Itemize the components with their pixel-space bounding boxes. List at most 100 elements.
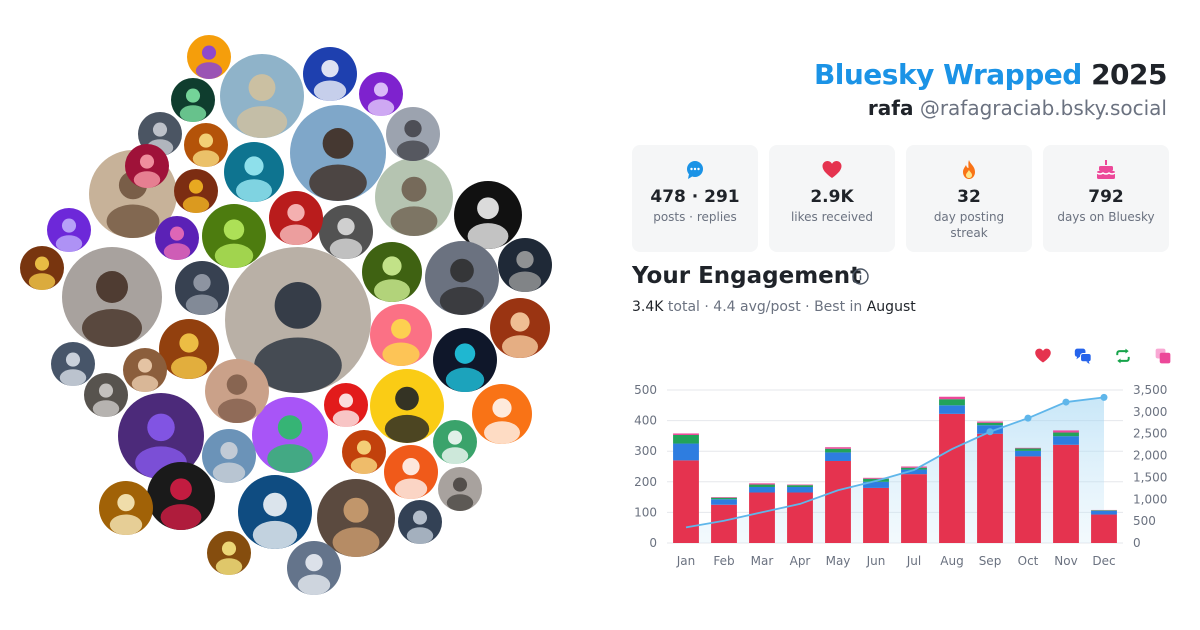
bar-segment[interactable]: [673, 443, 699, 461]
avatar-pop-crave[interactable]: [370, 369, 444, 443]
bar-segment[interactable]: [749, 484, 775, 488]
avatar-bald-man[interactable]: [205, 359, 269, 423]
avatar-curly-hair[interactable]: [62, 247, 162, 347]
bar-segment[interactable]: [825, 452, 851, 461]
bar-segment[interactable]: [939, 413, 965, 543]
avatar-portrait-dark[interactable]: [425, 241, 499, 315]
avatar-circle-logo[interactable]: [238, 475, 312, 549]
avatar-small-20[interactable]: [359, 72, 403, 116]
avatar-small-2[interactable]: [184, 123, 228, 167]
avatar-harbor[interactable]: [202, 429, 256, 483]
avatar-small-21[interactable]: [342, 430, 386, 475]
avatar-small-6[interactable]: [159, 319, 219, 379]
bar-segment[interactable]: [673, 433, 699, 435]
bar-segment[interactable]: [787, 487, 813, 493]
bar-segment[interactable]: [901, 466, 927, 468]
stat-card-likes: 2.9K likes received: [769, 145, 895, 252]
bar-segment[interactable]: [711, 497, 737, 500]
avatar-small-13[interactable]: [498, 238, 552, 292]
avatar-sunglasses[interactable]: [187, 35, 231, 79]
bar-segment[interactable]: [977, 421, 1003, 423]
bar-segment[interactable]: [1091, 514, 1117, 543]
avatar-small-11[interactable]: [47, 208, 91, 252]
bar-segment[interactable]: [711, 504, 737, 543]
bar-segment[interactable]: [749, 492, 775, 543]
avatar-peace-sign[interactable]: [290, 105, 386, 201]
bar-segment[interactable]: [939, 399, 965, 406]
avatar-small-5[interactable]: [175, 261, 229, 315]
bar-segment[interactable]: [1053, 436, 1079, 445]
avatar-outdoor[interactable]: [375, 158, 453, 236]
avatar-small-4[interactable]: [155, 216, 199, 260]
avatar-small-17[interactable]: [269, 191, 323, 246]
avatar-ee-logo[interactable]: [384, 445, 438, 499]
bar-segment[interactable]: [863, 477, 889, 479]
avatar-lightning[interactable]: [147, 462, 215, 530]
avatar-small-8[interactable]: [84, 373, 128, 418]
bar-segment[interactable]: [1091, 510, 1117, 511]
avatar-small-12[interactable]: [20, 246, 64, 291]
avatar-small-9[interactable]: [99, 481, 153, 535]
bar-segment[interactable]: [1015, 450, 1041, 457]
quote-icon[interactable]: [1154, 347, 1172, 365]
avatar-small-10[interactable]: [51, 342, 95, 387]
bar-segment[interactable]: [787, 485, 813, 488]
avatar-small-25[interactable]: [287, 541, 341, 595]
bar-segment[interactable]: [901, 474, 927, 543]
avatar-small-15[interactable]: [362, 242, 422, 302]
bar-segment[interactable]: [901, 467, 927, 470]
heart-icon[interactable]: [1034, 347, 1052, 365]
avatar-small-19[interactable]: [202, 204, 266, 268]
avatar-rainbow-wings[interactable]: [370, 304, 432, 366]
bar-segment[interactable]: [863, 487, 889, 543]
bar-segment[interactable]: [711, 497, 737, 498]
avatar-green-logo[interactable]: [433, 420, 477, 465]
reply-icon[interactable]: [1074, 347, 1092, 365]
bar-segment[interactable]: [1015, 447, 1041, 449]
brand-title: Bluesky Wrapped: [813, 58, 1082, 91]
avatar-beach[interactable]: [220, 54, 304, 138]
avatar-small-18[interactable]: [224, 142, 284, 203]
avatar-small-7[interactable]: [123, 348, 167, 393]
avatar-robot-mask[interactable]: [433, 328, 497, 392]
bar-segment[interactable]: [825, 447, 851, 449]
bar-segment[interactable]: [825, 460, 851, 543]
bar-segment[interactable]: [939, 405, 965, 414]
avatar-s-logo[interactable]: [454, 181, 522, 249]
bar-segment[interactable]: [825, 448, 851, 453]
avatar-rtve[interactable]: [472, 384, 532, 444]
bar-segment[interactable]: [787, 484, 813, 486]
bar-segment[interactable]: [977, 433, 1003, 543]
avatar-small-24[interactable]: [207, 531, 251, 575]
avatar-small-16[interactable]: [319, 205, 373, 259]
avatar-small-3[interactable]: [174, 169, 218, 213]
bar-segment[interactable]: [1091, 510, 1117, 515]
bar-segment[interactable]: [1015, 456, 1041, 543]
bar-segment[interactable]: [1053, 430, 1079, 433]
avatar-blue-logo[interactable]: [303, 47, 357, 101]
bar-segment[interactable]: [1053, 444, 1079, 543]
bar-segment[interactable]: [711, 499, 737, 505]
avatar-small-26[interactable]: [125, 144, 169, 188]
repost-icon[interactable]: [1114, 347, 1132, 365]
avatar-celebi[interactable]: [171, 78, 215, 122]
avatar-large-cap-glasses[interactable]: [225, 247, 371, 394]
avatar-mirror-selfie[interactable]: [317, 479, 395, 557]
bar-segment[interactable]: [749, 483, 775, 485]
avatar-young-man[interactable]: [386, 107, 440, 162]
avatar-purple-creature[interactable]: [252, 397, 328, 473]
bar-segment[interactable]: [749, 487, 775, 493]
avatar-bbc-uk[interactable]: [324, 383, 368, 428]
bar-segment[interactable]: [1015, 448, 1041, 451]
info-icon[interactable]: [852, 268, 869, 285]
bar-segment[interactable]: [673, 434, 699, 444]
bar-segment[interactable]: [901, 469, 927, 475]
avatar-small-14[interactable]: [490, 298, 550, 358]
bar-segment[interactable]: [939, 396, 965, 400]
bar-segment[interactable]: [977, 422, 1003, 426]
bar-segment[interactable]: [673, 460, 699, 543]
bar-segment[interactable]: [1053, 432, 1079, 437]
avatar-small-23[interactable]: [438, 467, 482, 512]
bar-segment[interactable]: [863, 481, 889, 488]
avatar-small-22[interactable]: [398, 500, 442, 544]
